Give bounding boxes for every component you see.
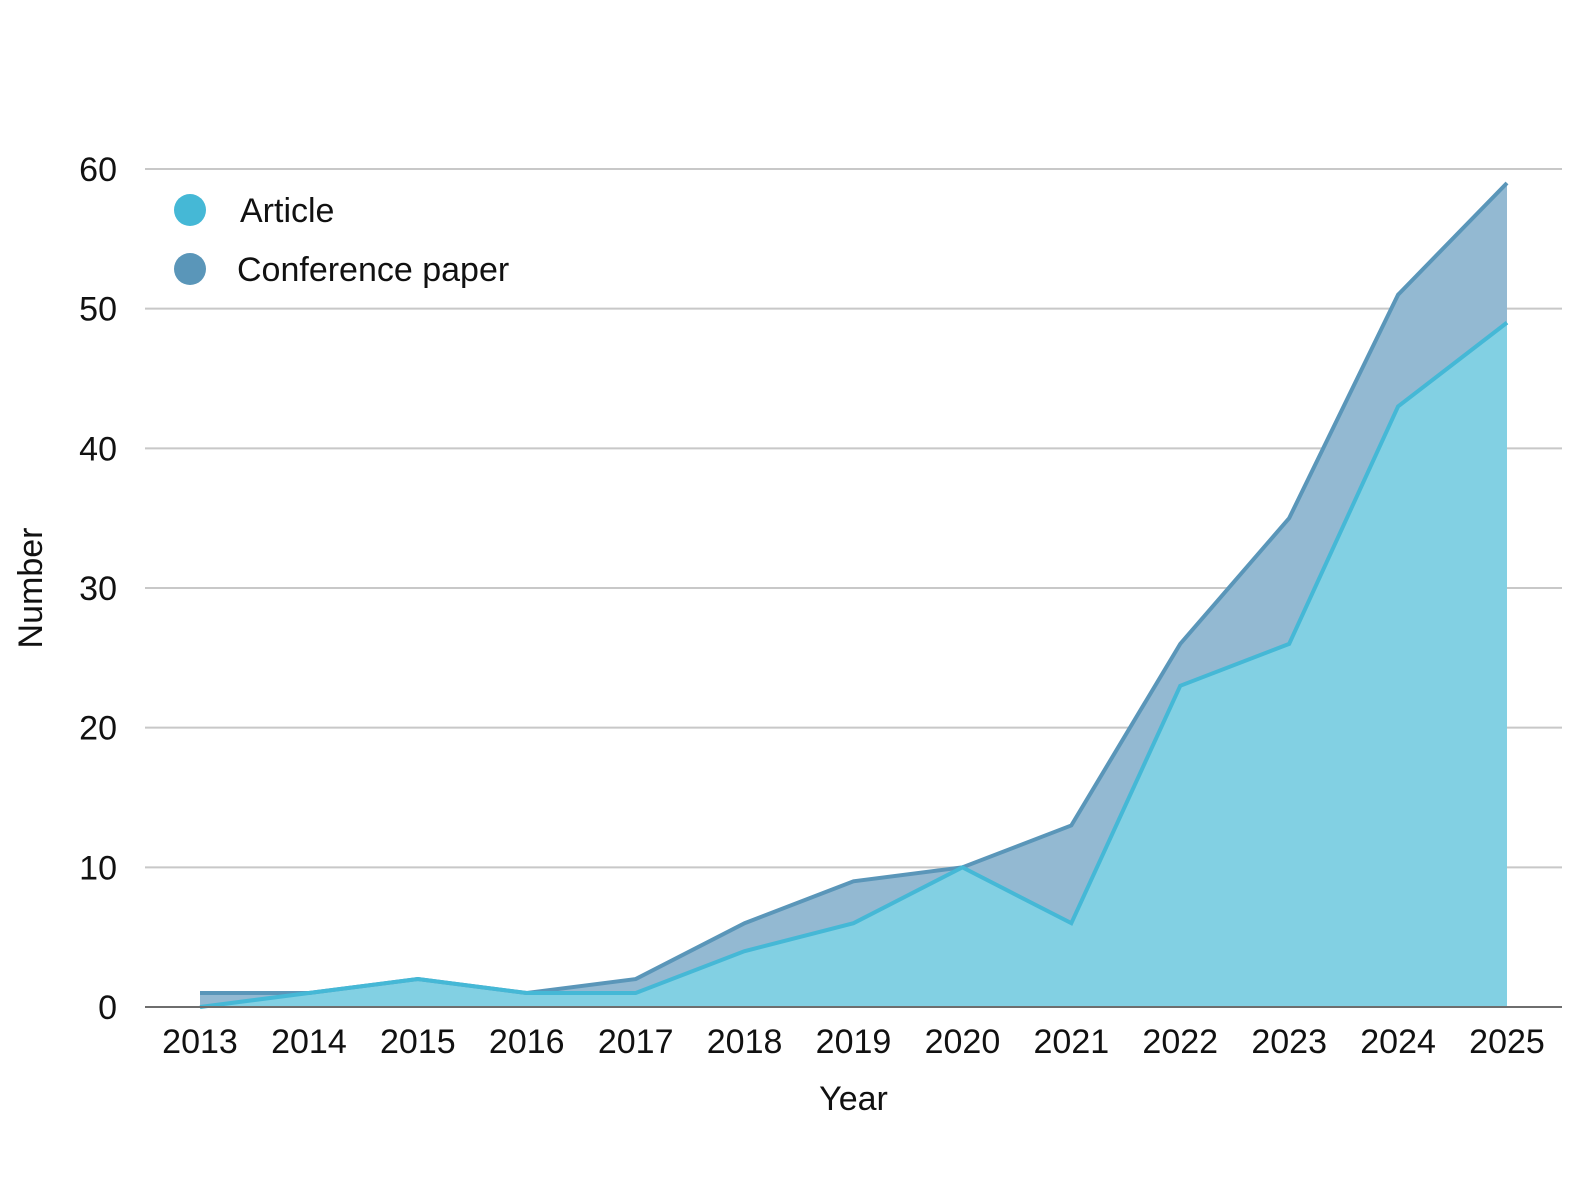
legend-swatch-conference-paper — [174, 253, 206, 285]
x-axis-title: Year — [819, 1080, 888, 1118]
x-tick-label: 2015 — [380, 1023, 456, 1061]
y-tick-label: 0 — [98, 989, 117, 1027]
x-tick-label: 2020 — [925, 1023, 1001, 1061]
y-tick-label: 60 — [79, 151, 117, 189]
y-tick-label: 10 — [79, 849, 117, 887]
x-tick-label: 2018 — [707, 1023, 783, 1061]
y-tick-label: 20 — [79, 710, 117, 748]
y-tick-label: 30 — [79, 570, 117, 608]
y-axis-ticks: 0 10 20 30 40 50 60 — [79, 151, 117, 1027]
x-tick-label: 2024 — [1360, 1023, 1436, 1061]
x-tick-label: 2019 — [816, 1023, 892, 1061]
x-tick-label: 2021 — [1034, 1023, 1110, 1061]
legend: Article Conference paper — [174, 192, 509, 289]
x-tick-label: 2025 — [1469, 1023, 1545, 1061]
area-fills — [200, 182, 1507, 1008]
x-tick-label: 2017 — [598, 1023, 674, 1061]
area-conference-paper — [200, 182, 1507, 1007]
legend-label-article: Article — [240, 192, 334, 230]
area-article — [200, 322, 1507, 1008]
x-tick-label: 2023 — [1251, 1023, 1327, 1061]
y-tick-label: 50 — [79, 291, 117, 329]
legend-label-conference-paper: Conference paper — [237, 251, 509, 289]
y-tick-label: 40 — [79, 430, 117, 468]
line-article — [199, 321, 1509, 1009]
x-tick-label: 2014 — [271, 1023, 347, 1061]
legend-swatch-article — [174, 194, 206, 226]
x-tick-label: 2022 — [1142, 1023, 1218, 1061]
series-lines — [199, 181, 1509, 1009]
x-tick-label: 2016 — [489, 1023, 565, 1061]
x-tick-label: 2013 — [162, 1023, 238, 1061]
y-axis-title: Number — [12, 528, 50, 649]
x-axis-ticks: 2013 2014 2015 2016 2017 2018 2019 2020 2021 2022… — [162, 1023, 1545, 1061]
